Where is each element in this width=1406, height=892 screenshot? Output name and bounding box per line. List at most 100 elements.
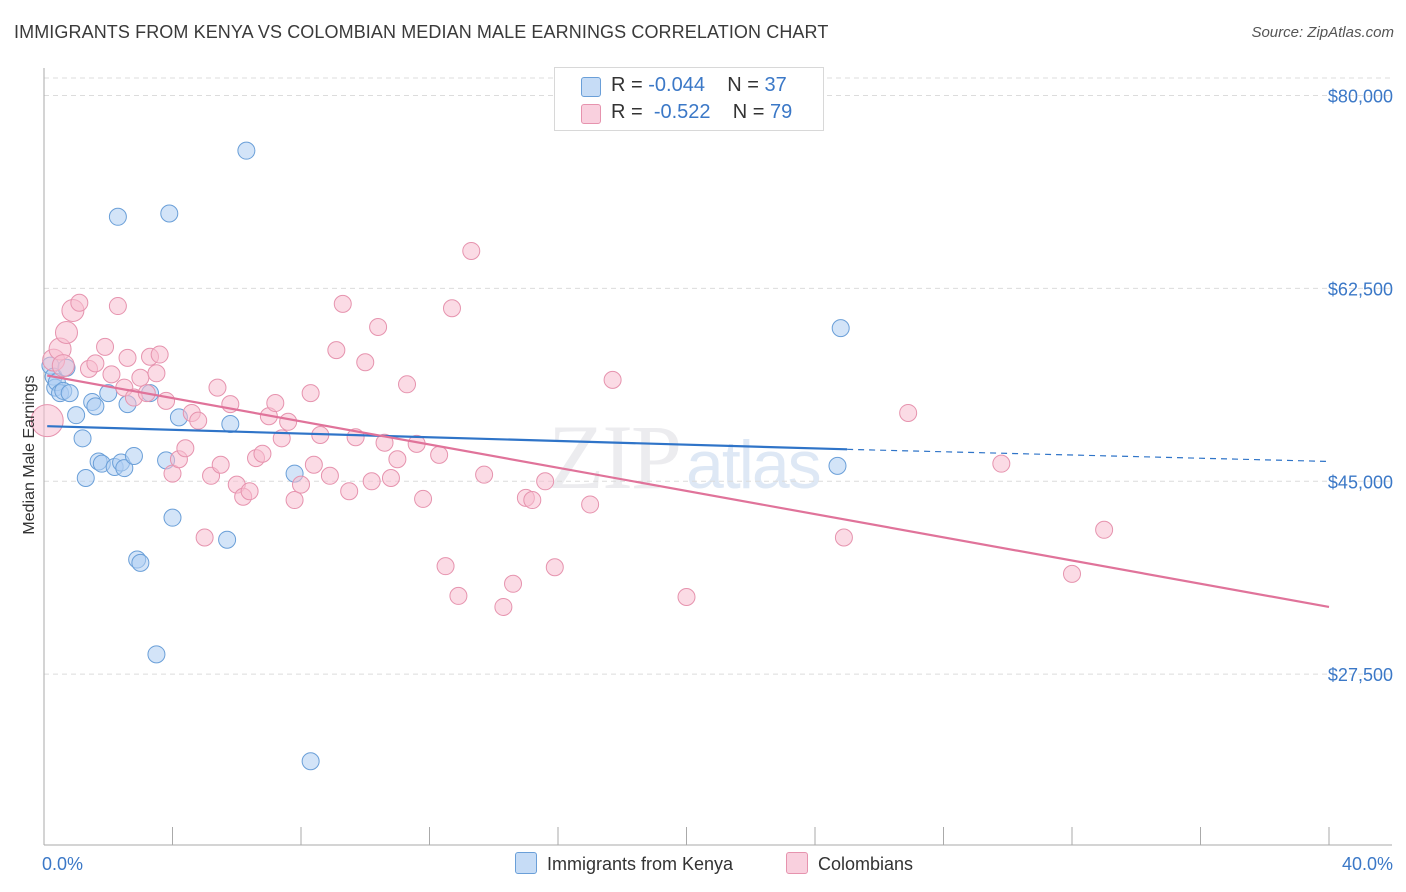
legend-n-value-kenya: 37	[764, 74, 787, 96]
colombian-point	[356, 353, 375, 372]
kenya-point	[60, 384, 79, 403]
bottom-legend-label-colombians: Colombians	[818, 854, 914, 874]
axes	[43, 68, 1392, 846]
colombian-point	[96, 337, 115, 356]
colombian-point	[131, 368, 150, 387]
colombian-point	[449, 586, 468, 605]
colombian-point	[70, 293, 89, 312]
legend-r-value-colombians: -0.522	[653, 101, 711, 123]
legend-r-value-kenya: -0.044	[648, 74, 705, 96]
kenya-point	[76, 468, 95, 487]
correlation-legend: R = -0.044 N = 37 R = -0.522 N = 79	[554, 67, 824, 131]
kenya-point	[163, 508, 182, 527]
colombian-point	[677, 588, 696, 607]
x-tick-label: 0.0%	[42, 854, 83, 874]
y-axis-label: Median Male Earnings	[21, 375, 38, 534]
colombian-point	[1063, 564, 1081, 583]
bottom-legend-swatch-colombians	[786, 852, 808, 874]
colombian-point	[333, 294, 352, 313]
colombian-point	[108, 297, 127, 316]
trend-lines-front	[47, 374, 1330, 609]
colombian-point	[362, 472, 381, 491]
kenya-point	[99, 384, 118, 403]
colombian-point	[176, 439, 195, 458]
legend-swatch-colombians	[581, 104, 601, 124]
watermark-atlas: atlas	[686, 427, 822, 503]
kenya-point	[828, 456, 847, 475]
colombian-point	[320, 466, 339, 485]
colombian-point	[414, 489, 433, 508]
legend-n-value-colombians: 79	[770, 101, 793, 123]
legend-n-label: N =	[727, 74, 759, 96]
colombian-point	[436, 557, 455, 576]
colombian-point	[279, 412, 298, 431]
bottom-legend-kenya: Immigrants from Kenya	[515, 852, 733, 875]
kenya-point	[831, 319, 850, 338]
source-label: Source: ZipAtlas.com	[1251, 24, 1394, 41]
kenya-point	[218, 530, 237, 549]
y-tick-label: $80,000	[1328, 87, 1393, 107]
colombian-point	[523, 491, 542, 510]
colombian-point	[150, 345, 169, 364]
colombian-point	[504, 574, 523, 593]
colombian-point	[240, 482, 259, 501]
colombian-point	[462, 241, 481, 260]
gridlines	[44, 77, 1392, 675]
kenya-trend-line	[47, 425, 848, 451]
chart-title: IMMIGRANTS FROM KENYA VS COLOMBIAN MEDIA…	[14, 22, 829, 42]
bottom-legend-label-kenya: Immigrants from Kenya	[547, 854, 734, 874]
colombian-point	[292, 475, 310, 494]
colombian-point	[285, 491, 304, 510]
colombian-point	[369, 318, 388, 336]
kenya-point	[86, 397, 105, 416]
kenya-point	[73, 429, 92, 448]
colombian-point	[381, 468, 400, 487]
colombian-point	[30, 404, 64, 438]
watermark: ZIPatlas	[548, 404, 822, 510]
colombian-point	[398, 375, 417, 394]
kenya-point	[124, 446, 143, 465]
y-tick-label: $62,500	[1328, 279, 1393, 299]
legend-r-label: R =	[611, 74, 643, 96]
legend-swatch-kenya	[581, 77, 601, 97]
kenya-point	[131, 553, 150, 572]
colombian-point	[442, 299, 461, 318]
colombian-point	[195, 528, 214, 547]
kenya-trend-extension	[847, 448, 1330, 463]
colombian-point	[375, 433, 394, 452]
colombian-trend-line	[47, 374, 1330, 609]
colombian-point	[51, 354, 75, 378]
kenya-point	[108, 207, 127, 226]
legend-r-label: R =	[611, 101, 643, 123]
y-tick-label: $45,000	[1328, 472, 1393, 492]
colombian-point	[147, 364, 166, 383]
colombian-point	[208, 378, 227, 397]
kenya-point	[115, 459, 134, 478]
colombian-point	[266, 394, 285, 413]
kenya-point	[221, 414, 240, 433]
colombian-point	[388, 450, 407, 469]
colombian-point	[189, 411, 208, 430]
colombian-point	[118, 348, 137, 367]
colombian-point	[536, 472, 555, 491]
y-tick-label: $27,500	[1328, 665, 1393, 685]
x-tick-label: 40.0%	[1342, 854, 1393, 874]
colombian-point	[992, 454, 1011, 473]
kenya-point	[147, 645, 166, 664]
legend-n-label: N =	[732, 101, 765, 123]
colombian-point	[834, 528, 853, 547]
bottom-legend-swatch-kenya	[515, 852, 537, 874]
axis-labels: $80,000 $62,500 $45,000 $27,500 0.0% 40.0%	[42, 87, 1393, 874]
colombian-point	[899, 403, 918, 422]
bottom-legend-colombians: Colombians	[786, 852, 913, 875]
colombian-point	[545, 558, 564, 577]
kenya-point	[301, 752, 320, 771]
colombian-point	[211, 455, 230, 474]
colombian-point	[475, 465, 494, 484]
colombian-point	[603, 370, 622, 389]
colombian-point	[327, 341, 346, 360]
data-points	[30, 141, 1114, 771]
colombian-point	[581, 495, 600, 514]
colombian-point	[494, 597, 513, 616]
